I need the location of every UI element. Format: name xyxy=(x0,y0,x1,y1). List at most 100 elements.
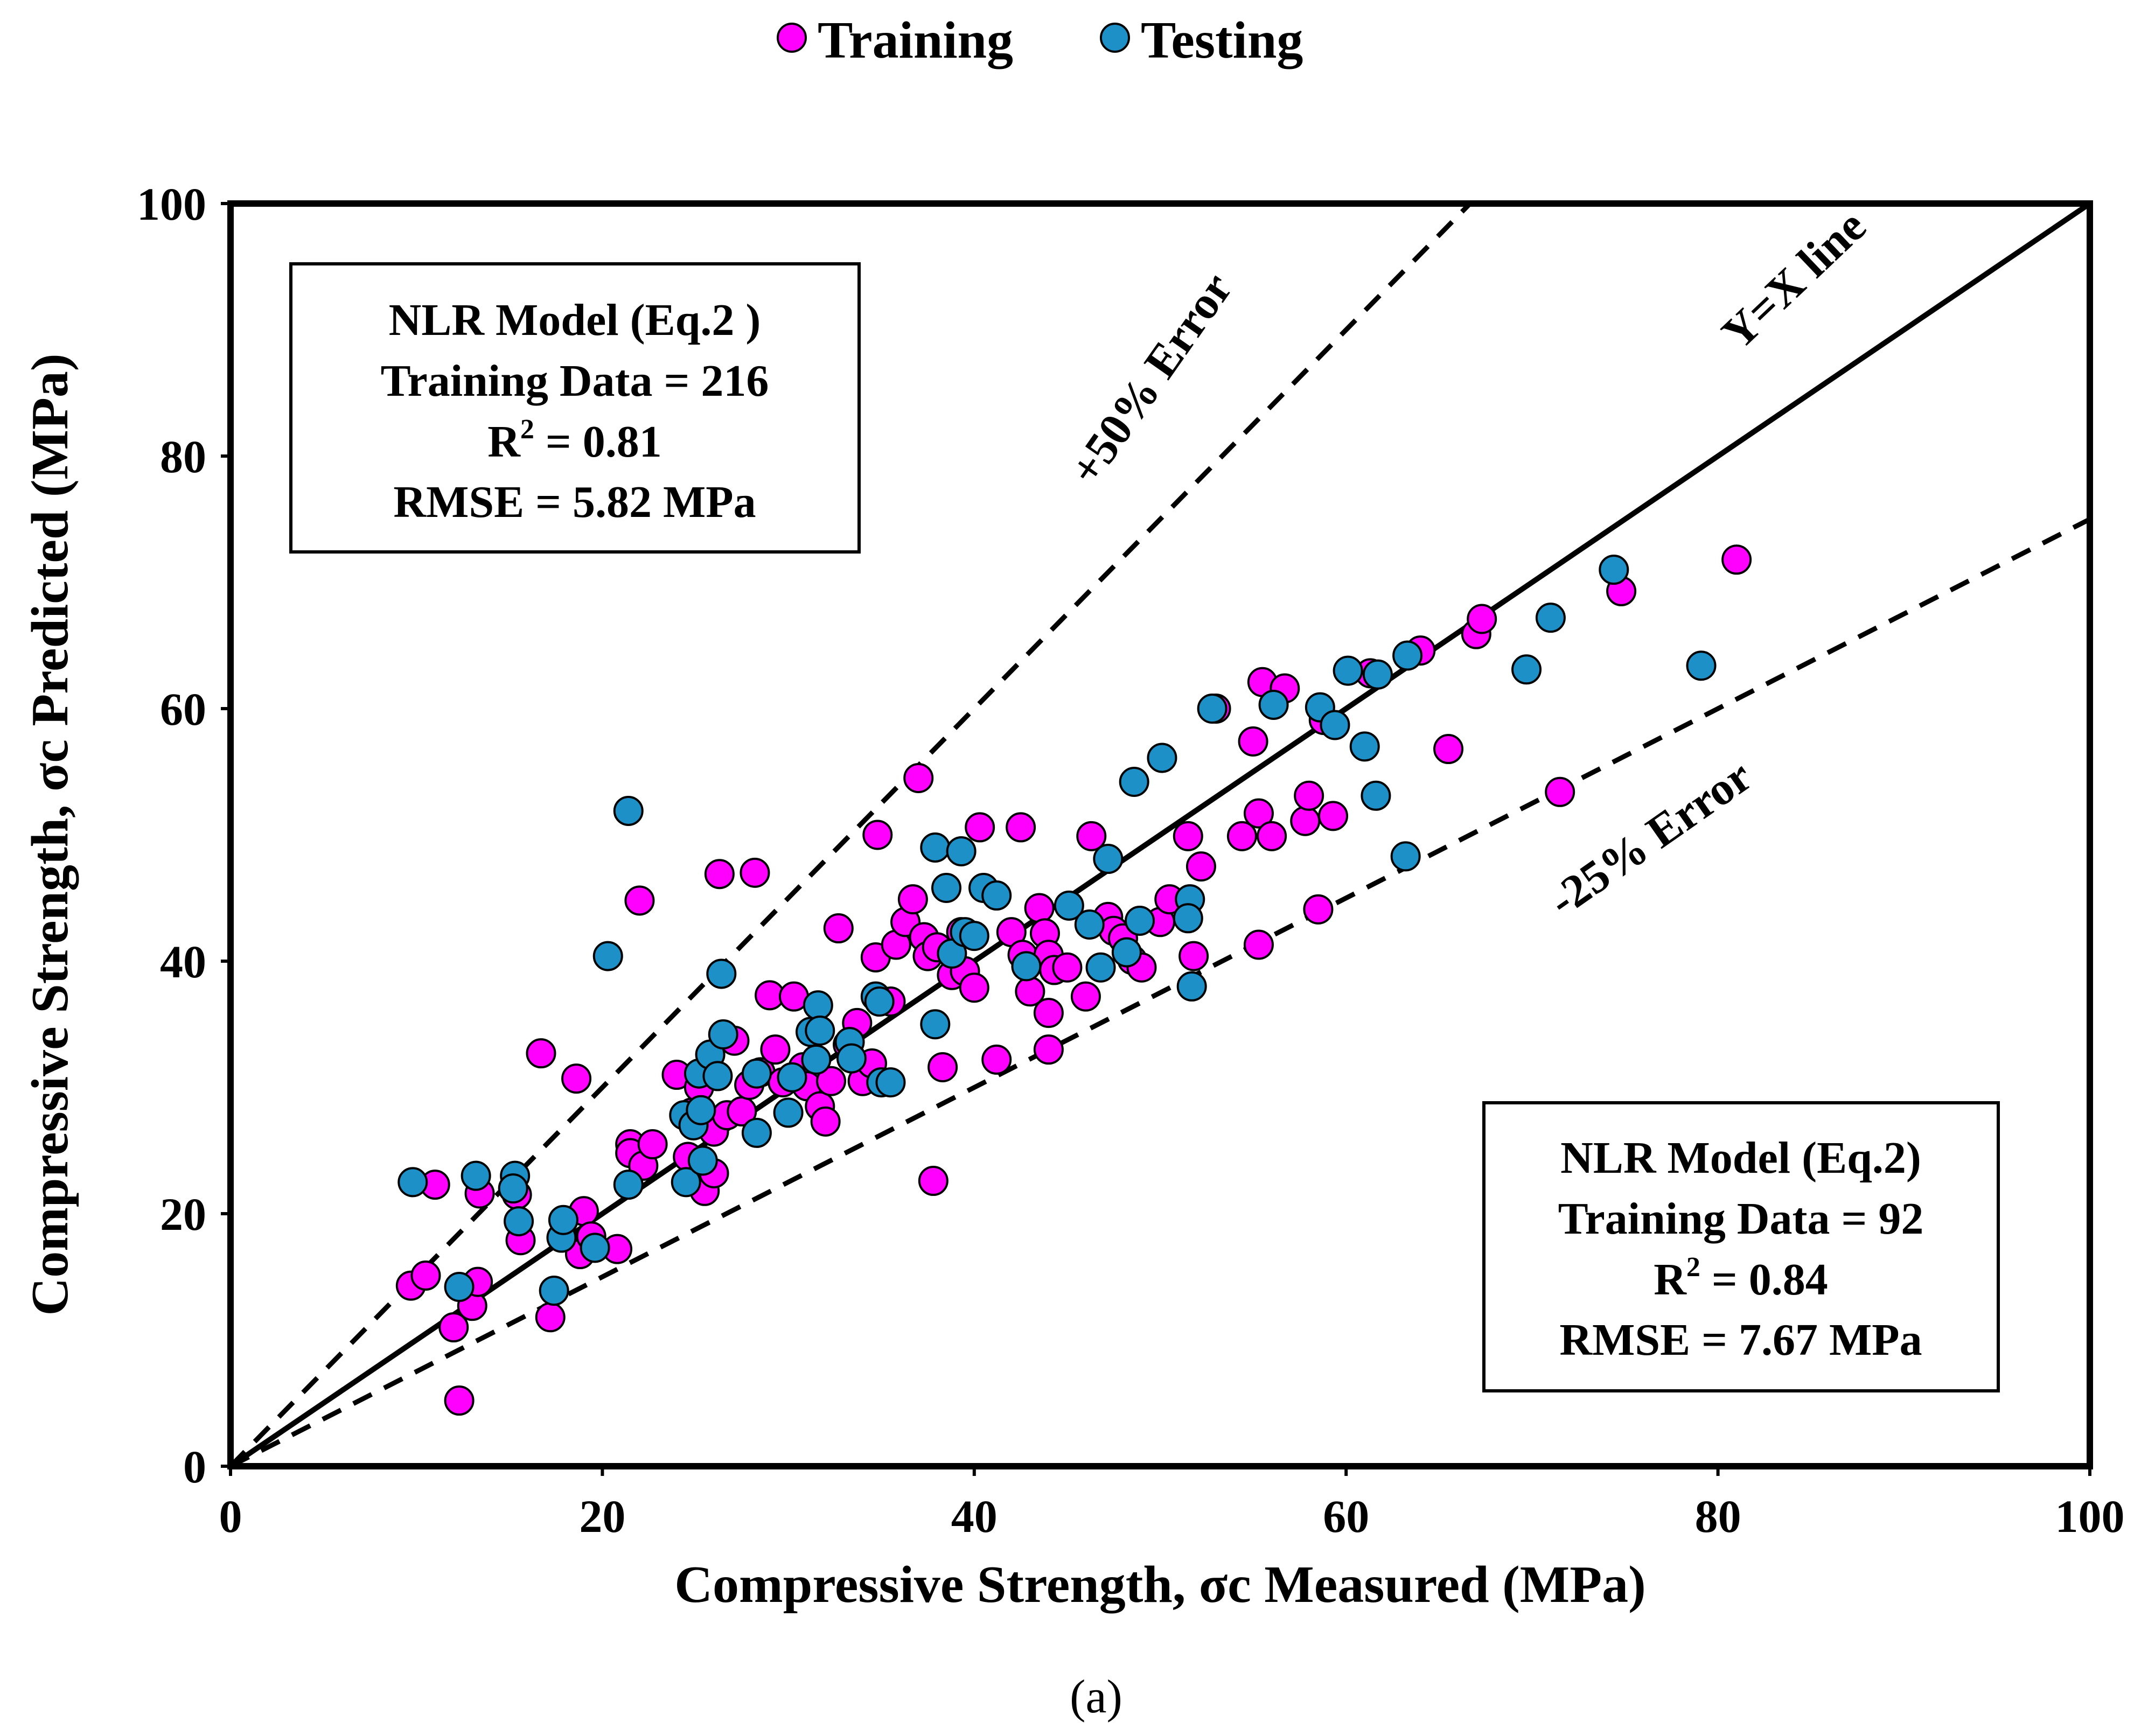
testing-point-4 xyxy=(498,1173,528,1204)
testing-point-28 xyxy=(801,1044,832,1075)
y-tick-label: 0 xyxy=(183,1441,206,1493)
testing-point-53 xyxy=(1125,905,1155,936)
testing-point-11 xyxy=(613,795,644,826)
testing-point-62 xyxy=(1333,655,1363,686)
testing-point-25 xyxy=(773,1097,804,1128)
training-point-11 xyxy=(535,1302,566,1333)
training-point-37 xyxy=(760,1034,791,1065)
testing-point-36 xyxy=(875,1067,906,1098)
training-point-101 xyxy=(1303,894,1334,925)
training-point-76 xyxy=(1033,1034,1064,1065)
training-point-56 xyxy=(903,762,934,793)
training-point-88 xyxy=(1173,821,1203,851)
annotation-2-data-count: Training Data = 92 xyxy=(1558,1194,1924,1244)
testing-point-45 xyxy=(981,880,1012,911)
testing-point-30 xyxy=(805,1015,835,1046)
training-point-100 xyxy=(1294,780,1324,811)
training-point-10 xyxy=(526,1038,556,1069)
testing-point-6 xyxy=(539,1276,569,1306)
x-tick-label: 80 xyxy=(1695,1490,1741,1542)
testing-point-39 xyxy=(931,872,962,903)
testing-point-63 xyxy=(1349,731,1380,762)
annotation-box-training: NLR Model (Eq.2 ) Training Data = 216 R2… xyxy=(289,262,861,554)
training-point-106 xyxy=(1433,734,1464,765)
x-tick-label: 20 xyxy=(579,1490,625,1542)
testing-point-34 xyxy=(864,986,895,1017)
y-tick-label: 80 xyxy=(160,431,206,482)
testing-point-21 xyxy=(706,958,737,989)
training-point-44 xyxy=(815,1066,846,1096)
testing-point-26 xyxy=(777,1062,807,1093)
training-point-12 xyxy=(561,1063,592,1094)
annotation-box-testing-frame xyxy=(1482,1101,2000,1392)
testing-point-56 xyxy=(1173,903,1203,934)
training-point-92 xyxy=(1226,821,1257,851)
x-tick-label: 100 xyxy=(2055,1490,2125,1542)
testing-point-41 xyxy=(946,836,977,866)
testing-point-5 xyxy=(504,1206,534,1237)
training-point-80 xyxy=(1076,821,1107,851)
testing-point-68 xyxy=(1511,654,1542,685)
testing-point-64 xyxy=(1361,780,1391,811)
training-point-99 xyxy=(1290,806,1321,836)
y-tick-label: 40 xyxy=(160,936,206,988)
training-point-55 xyxy=(897,884,928,915)
training-point-3 xyxy=(438,1312,469,1343)
annotation-box-training-frame xyxy=(289,262,861,554)
testing-point-38 xyxy=(920,832,951,863)
training-point-1 xyxy=(410,1260,441,1291)
testing-point-61 xyxy=(1320,710,1350,740)
testing-point-58 xyxy=(1197,694,1228,724)
testing-point-10 xyxy=(592,941,623,971)
testing-point-49 xyxy=(1085,952,1116,983)
training-point-108 xyxy=(1467,604,1497,634)
training-point-29 xyxy=(704,859,735,890)
annotation-1-model: NLR Model (Eq.2 ) xyxy=(389,295,761,345)
testing-point-66 xyxy=(1390,841,1421,872)
testing-point-52 xyxy=(1119,767,1149,797)
training-point-21 xyxy=(637,1129,668,1160)
plus-50-error-label: +50% Error xyxy=(1059,263,1242,494)
testing-point-12 xyxy=(613,1170,644,1200)
testing-point-2 xyxy=(461,1160,491,1191)
testing-point-51 xyxy=(1111,937,1142,968)
testing-point-59 xyxy=(1258,689,1289,720)
training-point-90 xyxy=(1185,851,1216,882)
training-point-102 xyxy=(1318,801,1349,831)
testing-point-46 xyxy=(1011,951,1042,982)
annotation-2-model: NLR Model (Eq.2) xyxy=(1560,1133,1921,1183)
testing-point-24 xyxy=(741,1117,772,1148)
annotation-1-r2: R2 = 0.81 xyxy=(487,414,662,467)
testing-point-29 xyxy=(803,990,833,1021)
training-point-109 xyxy=(1545,776,1575,807)
testing-point-57 xyxy=(1176,971,1207,1002)
testing-point-43 xyxy=(959,921,989,951)
y-tick-label: 20 xyxy=(160,1188,206,1240)
training-point-19 xyxy=(624,885,655,916)
reference-line-1 xyxy=(228,201,1472,1468)
training-point-43 xyxy=(810,1106,841,1137)
figure-caption: (a) xyxy=(1070,1671,1122,1723)
testing-point-23 xyxy=(741,1058,772,1089)
y-equals-x-label: Y=X line xyxy=(1712,200,1875,359)
training-point-51 xyxy=(862,820,893,850)
x-tick-label: 60 xyxy=(1323,1490,1369,1542)
testing-point-8 xyxy=(548,1205,578,1235)
training-point-4 xyxy=(444,1385,475,1416)
testing-point-18 xyxy=(687,1145,718,1176)
y-axis-title: Compressive Strength, σc Predicted (MPa) xyxy=(21,353,79,1315)
testing-point-70 xyxy=(1599,555,1629,585)
training-point-65 xyxy=(959,972,989,1003)
testing-point-37 xyxy=(920,1009,951,1040)
training-point-93 xyxy=(1238,726,1268,757)
legend: Training Testing xyxy=(777,11,1303,69)
testing-point-54 xyxy=(1147,743,1177,773)
axis-ticks: 0 20 40 60 80 100 0 20 40 60 80 100 xyxy=(137,178,2125,1542)
training-point-66 xyxy=(965,812,995,843)
annotation-2-rmse: RMSE = 7.67 MPa xyxy=(1559,1315,1922,1365)
testing-point-50 xyxy=(1093,844,1124,874)
x-tick-label: 0 xyxy=(219,1490,242,1542)
annotation-box-testing: NLR Model (Eq.2) Training Data = 92 R2 =… xyxy=(1482,1101,2000,1392)
training-point-97 xyxy=(1257,821,1287,851)
